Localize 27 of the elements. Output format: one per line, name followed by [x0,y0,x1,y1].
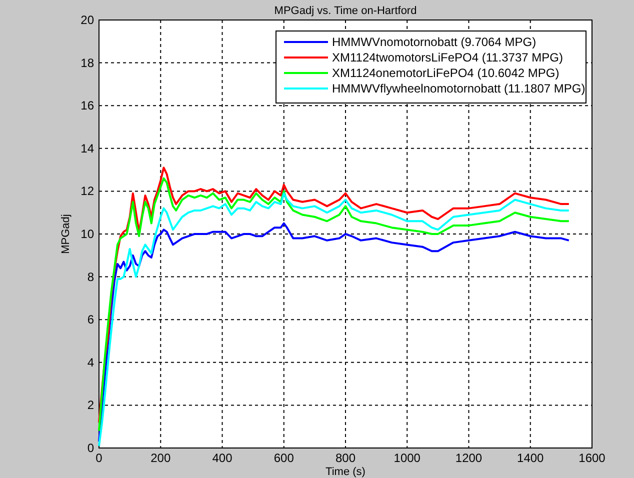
x-tick-label: 400 [212,451,233,465]
y-tick-label: 6 [87,312,94,327]
x-tick-label: 1000 [394,451,421,465]
y-tick-label: 18 [80,56,94,70]
x-tick-label: 200 [150,451,171,465]
y-tick-label: 20 [80,13,94,27]
legend-label: XM1124twomotorsLiFePO4 (11.3737 MPG) [332,50,563,64]
x-tick-label: 1400 [517,451,544,465]
x-axis-title: Time (s) [326,466,366,478]
y-tick-label: 12 [80,184,94,198]
legend-label: HMMWVflywheelnomotornobatt (11.1807 MPG) [332,82,586,96]
x-tick-label: 1200 [455,451,482,465]
y-tick-label: 8 [87,270,94,284]
x-tick-label: 800 [335,451,356,465]
x-tick-label: 0 [96,451,103,465]
y-tick-label: 0 [87,441,94,455]
y-tick-label: 2 [87,398,94,412]
y-tick-label: 4 [87,355,94,370]
y-tick-label: 14 [80,141,94,156]
legend-label: XM1124onemotorLiFePO4 (10.6042 MPG) [332,66,560,80]
x-tick-label: 1600 [578,451,606,465]
y-tick-label: 16 [80,98,94,113]
y-axis-title: MPGadj [60,214,72,254]
y-tick-label: 10 [80,227,94,241]
x-tick-label: 600 [274,451,294,465]
chart-title: MPGadj vs. Time on-Hartford [274,5,417,17]
legend-label: HMMWVnomotornobatt (9.7064 MPG) [332,35,536,49]
